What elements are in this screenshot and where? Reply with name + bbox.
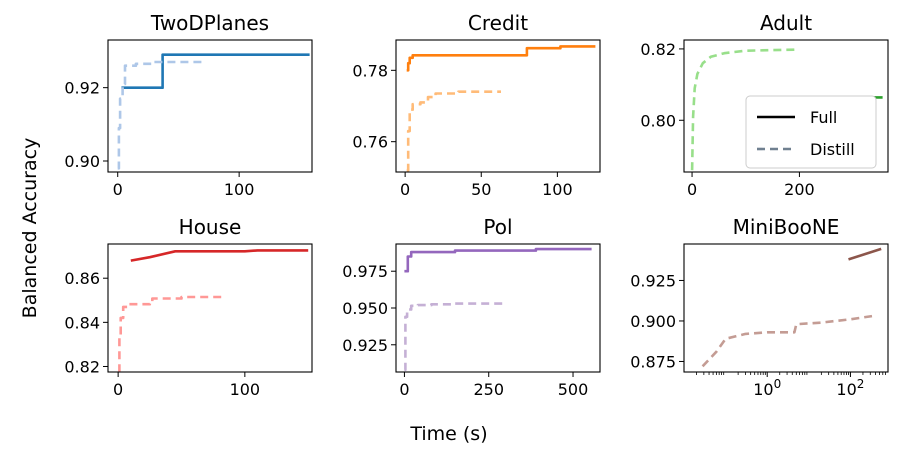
twodplanes-title: TwoDPlanes (150, 11, 269, 35)
house-full-line (130, 249, 309, 262)
pol-xtick-label: 500 (558, 380, 589, 399)
legend-full-label: Full (810, 108, 837, 127)
subplot-pol: Pol 0.925 0.950 0.975 0 250 500 (342, 215, 601, 399)
house-ytick-label: 0.84 (64, 313, 100, 332)
miniboone-xtick-label: 100 (753, 377, 781, 399)
credit-series-group (406, 45, 596, 172)
credit-xtick-label: 100 (542, 180, 573, 199)
credit-title: Credit (468, 11, 528, 35)
house-ytick-label: 0.86 (64, 269, 100, 288)
pol-series-group (404, 247, 592, 372)
miniboone-ytick-label: 0.925 (630, 271, 676, 290)
house-xtick-label: 0 (113, 380, 123, 399)
credit-full-line (406, 45, 596, 72)
subplots-grid: TwoDPlanes 0.90 0.92 0 100 Credit 0.76 0.78 0 50 1… (64, 11, 889, 399)
adult-ytick-label: 0.80 (640, 111, 676, 130)
subplot-miniboone: MiniBooNE 0.875 0.900 0.925 100 102 (630, 215, 889, 399)
adult-xtick-label: 200 (784, 180, 815, 199)
pol-full-line (404, 247, 592, 273)
twodplanes-ytick-label: 0.92 (64, 79, 100, 98)
pol-ytick-label: 0.950 (342, 299, 388, 318)
miniboone-distill-line (701, 314, 873, 368)
twodplanes-xtick-label: 0 (113, 180, 123, 199)
twodplanes-distill-line (117, 60, 203, 170)
miniboone-ytick-label: 0.900 (630, 312, 676, 331)
adult-title: Adult (760, 11, 812, 35)
house-axes-frame (107, 243, 313, 373)
twodplanes-axes-frame (107, 39, 313, 173)
credit-xtick-label: 0 (400, 180, 410, 199)
x-axis-label: Time (s) (409, 423, 487, 445)
twodplanes-full-line (121, 53, 310, 89)
miniboone-ytick-label: 0.875 (630, 352, 676, 371)
house-xtick-label: 100 (230, 380, 261, 399)
y-axis-label: Balanced Accuracy (19, 138, 41, 319)
adult-ytick-label: 0.82 (640, 40, 676, 59)
credit-distill-line (406, 90, 501, 172)
pol-ytick-label: 0.975 (342, 262, 388, 281)
legend-distill-label: Distill (810, 140, 855, 159)
credit-ytick-label: 0.78 (352, 61, 388, 80)
pol-xtick-label: 250 (473, 380, 504, 399)
adult-distill-line (690, 48, 797, 171)
miniboone-title: MiniBooNE (733, 215, 840, 239)
credit-ytick-label: 0.76 (352, 133, 388, 152)
miniboone-full-line (848, 247, 882, 261)
house-title: House (179, 215, 242, 239)
house-series-group (118, 249, 309, 372)
credit-xtick-label: 50 (471, 180, 491, 199)
subplot-adult: Adult 0.80 0.82 0 200 (640, 11, 889, 199)
miniboone-series-group (701, 247, 882, 368)
pol-xtick-label: 0 (399, 380, 409, 399)
twodplanes-series-group (117, 53, 310, 170)
house-distill-line (118, 295, 224, 372)
adult-xtick-label: 0 (687, 180, 697, 199)
twodplanes-ytick-label: 0.90 (64, 152, 100, 171)
subplot-credit: Credit 0.76 0.78 0 50 100 (352, 11, 601, 199)
subplot-house: House 0.82 0.84 0.86 0 100 (64, 215, 313, 399)
miniboone-axes-frame (683, 243, 889, 373)
pol-distill-line (404, 302, 504, 372)
subplot-twodplanes: TwoDPlanes 0.90 0.92 0 100 (64, 11, 313, 199)
house-ytick-label: 0.82 (64, 357, 100, 376)
pol-ytick-label: 0.925 (342, 336, 388, 355)
adult-axes-frame (683, 39, 889, 173)
credit-axes-frame (395, 39, 601, 173)
miniboone-xtick-label: 102 (836, 377, 864, 399)
legend: Full Distill (745, 95, 877, 169)
pol-title: Pol (483, 215, 512, 239)
legend-frame (745, 95, 877, 169)
twodplanes-xtick-label: 100 (224, 180, 255, 199)
pol-axes-frame (395, 243, 601, 373)
